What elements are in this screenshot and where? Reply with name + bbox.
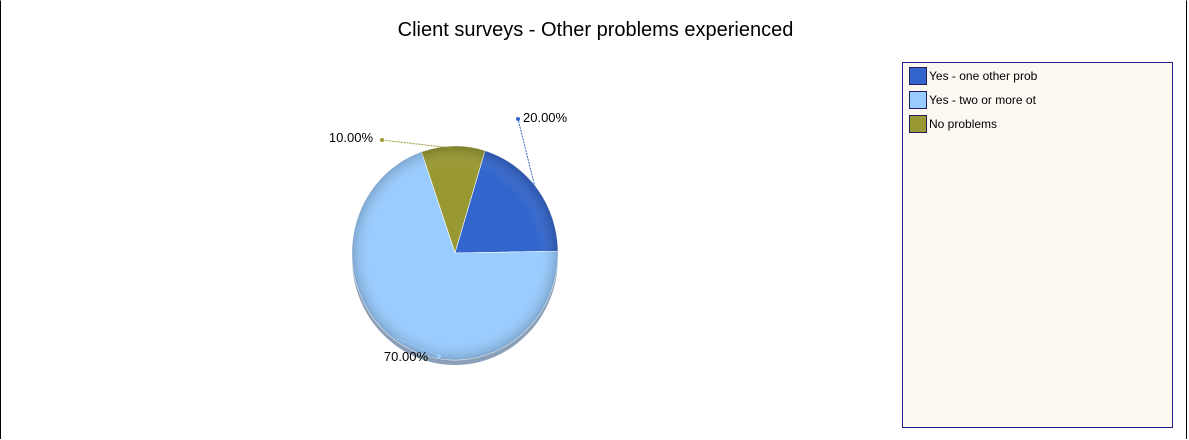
- legend-label: No problems: [929, 117, 998, 131]
- leader-lines: [380, 117, 537, 358]
- legend-item-1: Yes - one other prob: [909, 66, 1037, 86]
- legend: Yes - one other prob Yes - two or more ot…: [902, 62, 1173, 428]
- data-label-2: 70.00%: [384, 349, 429, 364]
- leader-dot-3: [380, 138, 384, 142]
- leader-line-2: [396, 338, 440, 357]
- chart-title: Client surveys - Other problems experien…: [397, 19, 794, 41]
- legend-item-3: No problems: [909, 114, 997, 134]
- data-label-1: 20.00%: [523, 110, 568, 125]
- leader-dot-2: [437, 354, 441, 358]
- leader-line-3: [381, 139, 454, 149]
- leader-dot-1: [516, 117, 520, 121]
- legend-label: Yes - one other prob: [929, 69, 1038, 83]
- data-label-3: 10.00%: [329, 130, 374, 145]
- leader-line-1: [517, 118, 537, 191]
- legend-label: Yes - two or more ot: [929, 93, 1036, 107]
- pie-rim-shade: [352, 146, 558, 360]
- legend-swatch: [909, 115, 927, 133]
- legend-item-2: Yes - two or more ot: [909, 90, 1036, 110]
- legend-swatch: [909, 67, 927, 85]
- data-labels: 10.00% 20.00% 70.00%: [329, 110, 568, 364]
- legend-swatch: [909, 91, 927, 109]
